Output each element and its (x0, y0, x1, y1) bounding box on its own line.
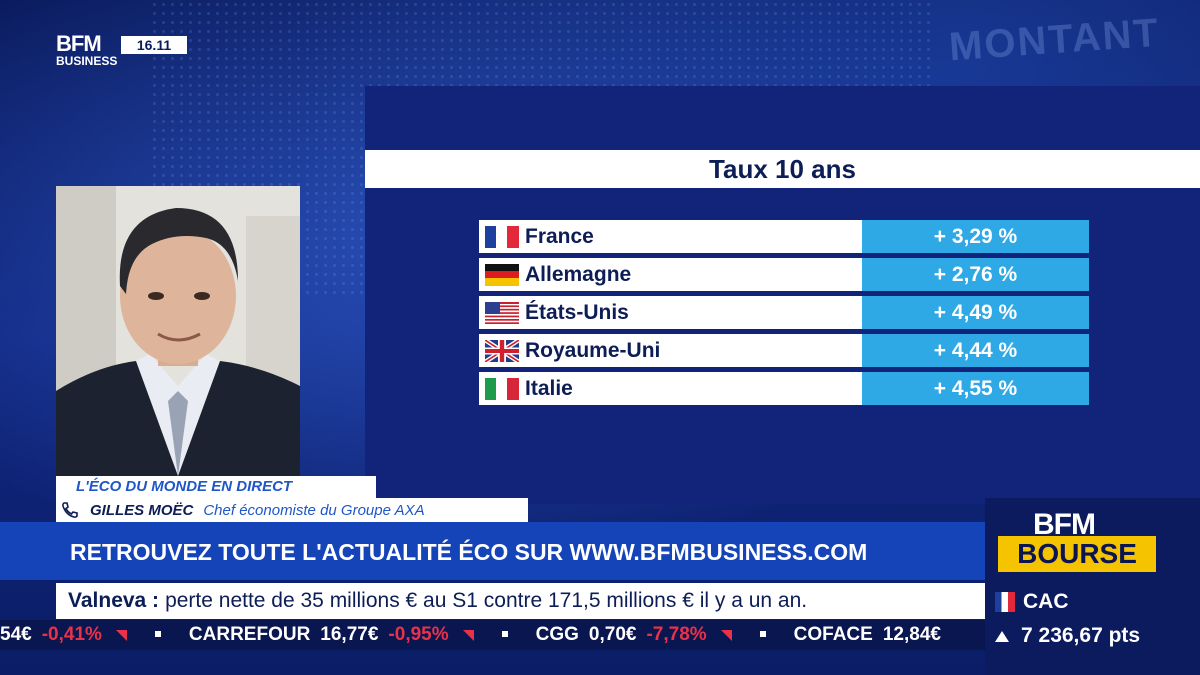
promo-banner: RETROUVEZ TOUTE L'ACTUALITÉ ÉCO SUR WWW.… (0, 522, 985, 580)
country-cell: Allemagne (479, 258, 862, 291)
ticker-price: 16,77€ (320, 624, 379, 645)
ticker-price: 12,84€ (882, 624, 941, 645)
country-cell: États-Unis (479, 296, 862, 329)
ticker-change: -0,95% (388, 624, 449, 645)
country-name: Italie (525, 376, 573, 400)
rate-value: + 4,44 % (862, 334, 1089, 367)
table-row: Royaume-Uni + 4,44 % (479, 334, 1089, 367)
ticker-change: -7,78% (646, 624, 707, 645)
rate-value: + 3,29 % (862, 220, 1089, 253)
country-name: France (525, 224, 594, 248)
table-row: Italie + 4,55 % (479, 372, 1089, 405)
italy-flag-icon (485, 377, 519, 400)
down-arrow-icon (720, 629, 732, 641)
index-name-row: CAC (995, 590, 1069, 614)
ticker-name: CARREFOUR (188, 624, 311, 645)
ticker-name: CGG (535, 624, 579, 645)
index-name: CAC (1023, 590, 1069, 613)
guest-role: Chef économiste du Groupe AXA (203, 501, 425, 519)
germany-flag-icon (485, 263, 519, 286)
stock-ticker: 54€ -0,41% CARREFOUR 16,77€ -0,95% CGG 0… (0, 620, 985, 650)
news-crawl: Valneva : perte nette de 35 millions € a… (56, 583, 985, 619)
rate-value: + 4,49 % (862, 296, 1089, 329)
news-text: perte nette de 35 millions € au S1 contr… (165, 589, 808, 612)
ticker-name: COFACE (793, 624, 873, 645)
france-flag-icon (995, 592, 1015, 612)
country-cell: Italie (479, 372, 862, 405)
guest-photo (56, 186, 300, 476)
rate-value: + 4,55 % (862, 372, 1089, 405)
news-key: Valneva : (68, 589, 160, 612)
country-cell: Royaume-Uni (479, 334, 862, 367)
guest-bar: GILLES MOËC Chef économiste du Groupe AX… (56, 498, 528, 522)
usa-flag-icon (485, 301, 519, 324)
down-arrow-icon (115, 629, 127, 641)
down-arrow-icon (462, 629, 474, 641)
bourse-label: BOURSE (998, 536, 1156, 572)
logo-bfm-text: BFM (56, 31, 102, 56)
ticker-price: 54€ (0, 624, 32, 645)
bourse-box (985, 498, 1200, 675)
logo-business-text: BUSINESS (56, 54, 118, 68)
guest-name: GILLES MOËC (90, 501, 194, 519)
country-name: Royaume-Uni (525, 338, 661, 362)
france-flag-icon (485, 225, 519, 248)
separator-icon (154, 630, 161, 637)
uk-flag-icon (485, 339, 519, 362)
separator-icon (501, 630, 508, 637)
country-name: Allemagne (525, 262, 632, 286)
ticker-change: -0,41% (41, 624, 102, 645)
show-title: L'ÉCO DU MONDE EN DIRECT (56, 476, 376, 498)
rate-value: + 2,76 % (862, 258, 1089, 291)
clock: 16.11 (121, 36, 187, 54)
bourse-brand: BFM (1033, 508, 1096, 541)
separator-icon (759, 630, 766, 637)
index-value-row: 7 236,67 pts (995, 624, 1140, 648)
phone-icon (58, 498, 82, 522)
ticker-price: 0,70€ (588, 624, 637, 645)
table-row: Allemagne + 2,76 % (479, 258, 1089, 291)
country-name: États-Unis (525, 300, 629, 324)
panel-title: Taux 10 ans (365, 150, 1200, 188)
rates-table: France + 3,29 % Allemagne + 2,76 % États… (479, 220, 1089, 410)
table-row: France + 3,29 % (479, 220, 1089, 253)
channel-logo: BFM BUSINESS (56, 31, 118, 69)
country-cell: France (479, 220, 862, 253)
up-arrow-icon (995, 630, 1009, 642)
table-row: États-Unis + 4,49 % (479, 296, 1089, 329)
index-value: 7 236,67 pts (1021, 624, 1141, 647)
